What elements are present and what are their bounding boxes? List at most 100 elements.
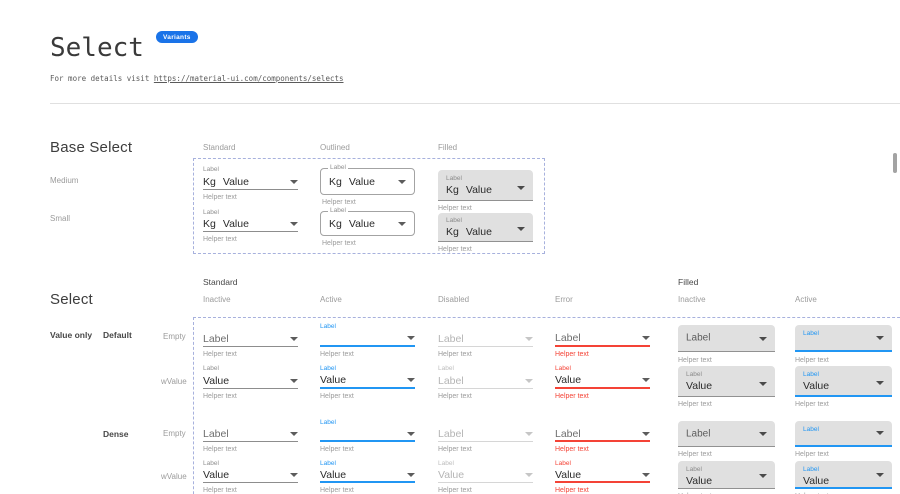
dropdown-caret-icon xyxy=(642,378,650,382)
header-divider xyxy=(50,103,900,104)
select-label: Label xyxy=(203,165,298,174)
select-label: Label xyxy=(203,208,298,217)
dropdown-caret-icon xyxy=(517,227,525,231)
page: Select Variants For more details visit h… xyxy=(0,0,900,494)
dropdown-caret-icon xyxy=(525,379,533,383)
helper-text: Helper text xyxy=(795,451,892,458)
row-fill-empty-1: Empty xyxy=(163,332,186,341)
helper-text: Helper text xyxy=(203,446,298,453)
group-filled: Filled xyxy=(678,277,698,287)
select-float-label: Label xyxy=(686,465,767,474)
row-fill-empty-2: Empty xyxy=(163,429,186,438)
helper-text: Helper text xyxy=(320,446,415,453)
helper-text: Helper text xyxy=(555,393,650,400)
select-value: Value xyxy=(223,218,249,230)
helper-text: Helper text xyxy=(795,357,892,364)
base-outlined-small-select[interactable]: Label KgValue Helper text xyxy=(320,211,415,247)
select-value: Value xyxy=(203,469,229,481)
base-select-heading: Base Select xyxy=(50,139,132,156)
select-standard-inactive-wvalue[interactable]: Label Value Helper text xyxy=(203,364,298,400)
base-row-medium: Medium xyxy=(50,176,78,185)
select-dense-standard-active-empty[interactable]: Label Helper text xyxy=(320,418,415,453)
group-standard: Standard xyxy=(203,277,238,287)
select-filled-inactive-empty[interactable]: Label Helper text xyxy=(678,325,775,364)
select-dense-filled-inactive-wvalue[interactable]: Label Value Helper text xyxy=(678,461,775,494)
select-dense-standard-active-wvalue[interactable]: Label Value Helper text xyxy=(320,459,415,494)
select-dense-standard-error-wvalue[interactable]: Label Value Helper text xyxy=(555,459,650,494)
select-dense-filled-active-empty[interactable]: Label Helper text xyxy=(795,421,892,458)
select-dense-filled-inactive-empty[interactable]: Label Helper text xyxy=(678,421,775,458)
select-dense-filled-active-wvalue[interactable]: Label Value Helper text xyxy=(795,461,892,494)
select-float-label: Label xyxy=(438,459,533,468)
helper-text: Helper text xyxy=(203,194,298,201)
dropdown-caret-icon xyxy=(525,473,533,477)
select-float-label: Label xyxy=(203,459,298,468)
dropdown-caret-icon xyxy=(290,337,298,341)
helper-text: Helper text xyxy=(203,393,298,400)
dropdown-caret-icon xyxy=(642,432,650,436)
dropdown-caret-icon xyxy=(290,180,298,184)
select-dense-standard-inactive-empty[interactable]: Label Helper text xyxy=(203,418,298,453)
select-standard-active-empty[interactable]: Label Helper text xyxy=(320,322,415,358)
variants-badge: Variants xyxy=(156,31,198,43)
base-col-outlined: Outlined xyxy=(320,143,350,152)
select-filled-active-wvalue[interactable]: Label Value Helper text xyxy=(795,366,892,408)
helper-text: Helper text xyxy=(438,246,533,253)
row-fill-wvalue-1: wValue xyxy=(161,377,187,386)
select-standard-inactive-empty[interactable]: Label Helper text xyxy=(203,322,298,358)
select-label: Label xyxy=(446,216,525,225)
col-filled-active: Active xyxy=(795,295,817,304)
docs-link[interactable]: https://material-ui.com/components/selec… xyxy=(154,74,344,83)
select-value: Value xyxy=(555,374,581,386)
select-filled-active-empty[interactable]: Label Helper text xyxy=(795,325,892,364)
dropdown-caret-icon xyxy=(290,222,298,226)
dropdown-caret-icon xyxy=(759,474,767,478)
scrollbar-thumb[interactable] xyxy=(893,153,897,173)
select-value: Value xyxy=(686,475,712,487)
helper-text: Helper text xyxy=(438,205,533,212)
select-standard-disabled-empty: Label Helper text xyxy=(438,322,533,358)
base-outlined-medium-select[interactable]: Label KgValue Helper text xyxy=(320,168,415,206)
helper-text: Helper text xyxy=(203,236,298,243)
dropdown-caret-icon xyxy=(525,432,533,436)
dropdown-caret-icon xyxy=(517,186,525,190)
select-dense-standard-inactive-wvalue[interactable]: Label Value Helper text xyxy=(203,459,298,494)
dropdown-caret-icon xyxy=(759,337,767,341)
dropdown-caret-icon xyxy=(525,337,533,341)
dropdown-caret-icon xyxy=(642,473,650,477)
helper-text: Helper text xyxy=(555,446,650,453)
select-label: Label xyxy=(446,174,525,183)
helper-text: Helper text xyxy=(678,401,775,408)
base-filled-medium-select[interactable]: Label KgValue Helper text xyxy=(438,170,533,212)
value-prefix: Kg xyxy=(446,226,459,238)
select-float-label: Label xyxy=(320,322,415,331)
select-label: Label xyxy=(203,428,229,440)
base-standard-small-select[interactable]: Label KgValue Helper text xyxy=(203,208,298,243)
select-standard-active-wvalue[interactable]: Label Value Helper text xyxy=(320,364,415,400)
select-heading: Select xyxy=(50,291,93,308)
dropdown-caret-icon xyxy=(642,336,650,340)
helper-text: Helper text xyxy=(438,446,533,453)
select-filled-inactive-wvalue[interactable]: Label Value Helper text xyxy=(678,366,775,408)
helper-text: Helper text xyxy=(203,487,298,494)
base-filled-small-select[interactable]: Label KgValue Helper text xyxy=(438,213,533,253)
select-value: Value xyxy=(349,218,375,230)
select-float-label: Label xyxy=(803,370,884,379)
helper-text: Helper text xyxy=(320,351,415,358)
dropdown-caret-icon xyxy=(407,378,415,382)
select-value: Value xyxy=(203,375,229,387)
select-dense-standard-error-empty[interactable]: Label Helper text xyxy=(555,418,650,453)
helper-text: Helper text xyxy=(438,351,533,358)
value-prefix: Kg xyxy=(329,218,342,230)
select-standard-error-wvalue[interactable]: Label Value Helper text xyxy=(555,364,650,400)
base-standard-medium-select[interactable]: Label KgValue Helper text xyxy=(203,165,298,201)
select-standard-error-empty[interactable]: Label Helper text xyxy=(555,322,650,358)
select-label: Label xyxy=(555,332,581,344)
select-float-label: Label xyxy=(803,425,884,434)
select-value: Label xyxy=(438,375,464,387)
col-filled-inactive: Inactive xyxy=(678,295,706,304)
dropdown-caret-icon xyxy=(398,222,406,226)
base-row-small: Small xyxy=(50,214,70,223)
helper-text: Helper text xyxy=(203,351,298,358)
select-float-label: Label xyxy=(555,459,650,468)
